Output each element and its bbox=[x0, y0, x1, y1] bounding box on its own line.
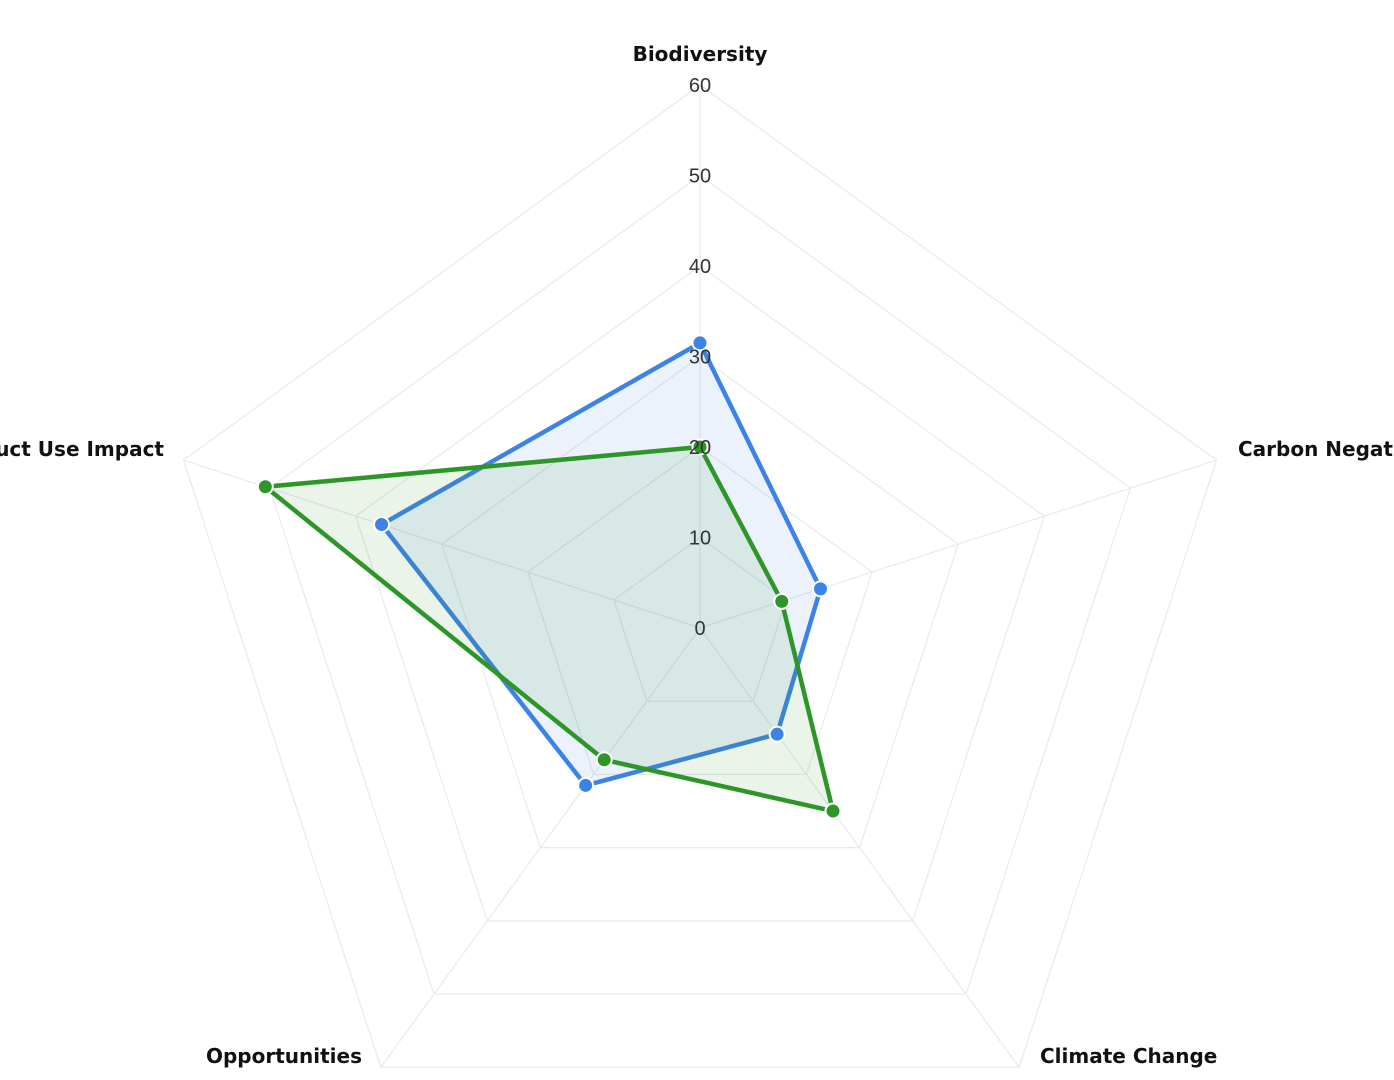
grid-ring bbox=[613, 536, 787, 702]
grid-ring bbox=[182, 84, 1218, 1068]
grid-ring bbox=[268, 174, 1132, 995]
series-1-point bbox=[373, 516, 391, 534]
series-1-point bbox=[691, 334, 709, 352]
tick-label: 0 bbox=[694, 618, 705, 640]
axis-label: Biodiversity bbox=[633, 42, 768, 66]
tick-label: 60 bbox=[689, 75, 711, 97]
series-layer bbox=[256, 334, 842, 820]
series-2-point bbox=[691, 438, 709, 456]
series-2-point bbox=[595, 751, 613, 769]
axis-label: Opportunities bbox=[206, 1044, 362, 1068]
series-1-point bbox=[768, 725, 786, 743]
tick-labels: 0 10 20 30 40 50 60 bbox=[689, 75, 711, 640]
axis-label: Carbon Negative bbox=[1238, 437, 1394, 461]
series-2-area bbox=[263, 444, 836, 814]
series-1-point bbox=[811, 580, 829, 598]
series-1-area bbox=[379, 340, 823, 788]
series-2-point bbox=[256, 478, 274, 496]
tick-label: 20 bbox=[689, 437, 711, 459]
tick-label: 50 bbox=[689, 166, 711, 188]
tick-label: 40 bbox=[689, 256, 711, 278]
grid-spoke bbox=[699, 627, 1020, 1068]
series-2-point bbox=[824, 802, 842, 820]
series-1-point bbox=[577, 776, 595, 794]
series-2-point bbox=[773, 592, 791, 610]
tick-label: 10 bbox=[689, 528, 711, 550]
axis-labels: Biodiversity Carbon Negative Climate Chang… bbox=[0, 42, 1394, 1068]
tick-label: 30 bbox=[689, 347, 711, 369]
grid bbox=[182, 84, 1218, 1068]
grid-spoke bbox=[380, 627, 701, 1068]
grid-ring bbox=[441, 355, 959, 849]
axis-label: Climate Change bbox=[1040, 1044, 1217, 1068]
axis-label: Product Use Impact bbox=[0, 437, 164, 461]
grid-ring bbox=[527, 446, 873, 776]
